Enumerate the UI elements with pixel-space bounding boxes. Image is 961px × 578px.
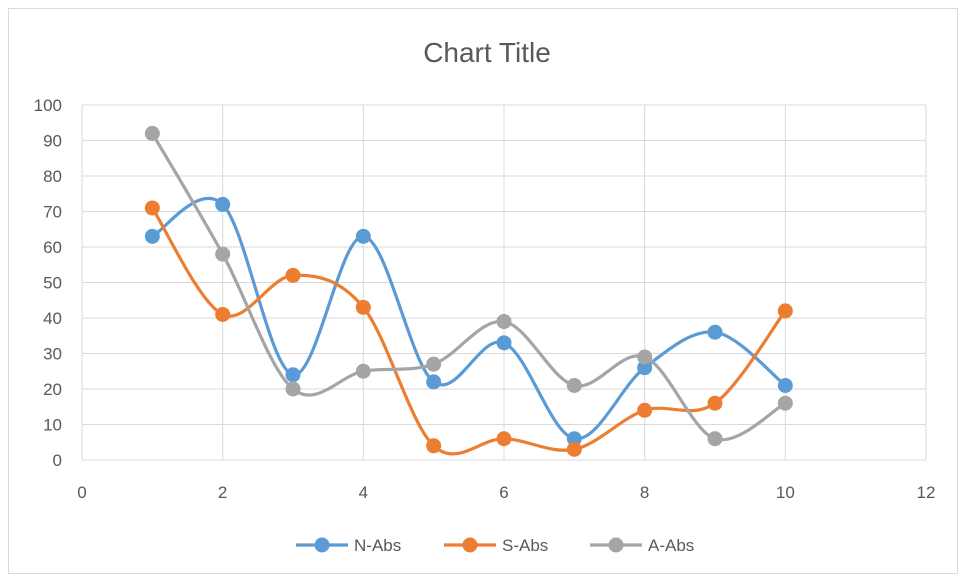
x-tick-label: 8: [640, 483, 649, 502]
data-point: [496, 431, 512, 447]
data-point: [144, 125, 160, 141]
legend-item: A-Abs: [590, 536, 694, 555]
data-point: [707, 324, 723, 340]
series-a-abs: [144, 125, 793, 447]
legend-marker: [608, 537, 624, 553]
legend-item: S-Abs: [444, 536, 548, 555]
y-tick-label: 100: [34, 96, 62, 115]
legend-label: S-Abs: [502, 536, 548, 555]
axes: 0 10 20 30 40 50 60 70 80 90 100 0 2 4 6 8 10 12: [34, 96, 936, 502]
data-point: [426, 356, 442, 372]
data-point: [566, 431, 582, 447]
data-point: [777, 395, 793, 411]
x-tick-label: 6: [499, 483, 508, 502]
data-point: [426, 438, 442, 454]
data-point: [707, 431, 723, 447]
y-tick-label: 40: [43, 309, 62, 328]
x-tick-label: 10: [776, 483, 795, 502]
data-point: [496, 314, 512, 330]
legend-label: A-Abs: [648, 536, 694, 555]
y-tick-label: 20: [43, 380, 62, 399]
data-point: [777, 377, 793, 393]
data-point: [215, 196, 231, 212]
y-tick-label: 80: [43, 167, 62, 186]
data-point: [355, 228, 371, 244]
data-point: [566, 441, 582, 457]
grid: [81, 104, 927, 461]
data-point: [496, 335, 512, 351]
series-s-abs: [144, 200, 793, 457]
y-tick-label: 70: [43, 203, 62, 222]
chart-frame: [8, 8, 958, 574]
data-point: [285, 381, 301, 397]
y-tick-label: 60: [43, 238, 62, 257]
series-n-abs: [144, 196, 793, 447]
data-point: [426, 374, 442, 390]
data-point: [355, 299, 371, 315]
data-point: [777, 303, 793, 319]
data-point: [355, 363, 371, 379]
y-tick-label: 90: [43, 132, 62, 151]
y-tick-label: 0: [53, 451, 62, 470]
x-tick-label: 0: [77, 483, 86, 502]
legend-marker: [314, 537, 330, 553]
data-point: [637, 402, 653, 418]
x-tick-label: 12: [917, 483, 936, 502]
legend-marker: [462, 537, 478, 553]
data-point: [285, 367, 301, 383]
data-point: [215, 306, 231, 322]
y-tick-label: 10: [43, 416, 62, 435]
data-point: [637, 349, 653, 365]
series-layer: [144, 125, 793, 457]
data-point: [144, 200, 160, 216]
data-point: [566, 377, 582, 393]
data-point: [707, 395, 723, 411]
chart-title: Chart Title: [423, 37, 551, 68]
data-point: [215, 246, 231, 262]
legend-label: N-Abs: [354, 536, 401, 555]
legend: N-Abs S-Abs A-Abs: [296, 536, 694, 555]
series-line: [150, 196, 787, 441]
x-tick-label: 2: [218, 483, 227, 502]
x-tick-label: 4: [359, 483, 368, 502]
y-tick-label: 50: [43, 274, 62, 293]
legend-item: N-Abs: [296, 536, 401, 555]
data-point: [144, 228, 160, 244]
series-line: [150, 131, 787, 442]
y-tick-label: 30: [43, 345, 62, 364]
data-point: [285, 267, 301, 283]
data-point: [637, 360, 653, 376]
